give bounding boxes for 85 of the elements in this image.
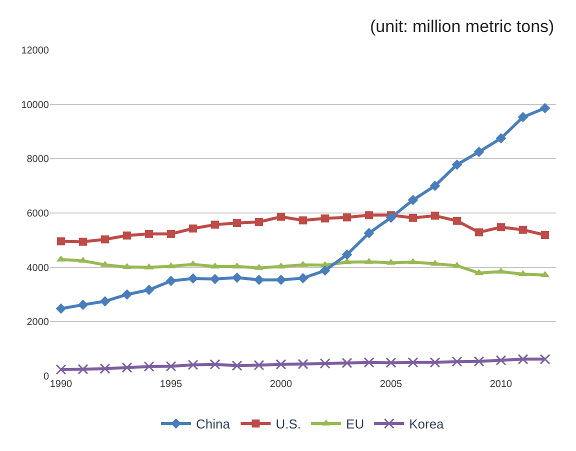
- legend-label: China: [196, 416, 231, 432]
- point: [453, 216, 461, 225]
- point: [210, 359, 220, 370]
- point: [57, 237, 65, 246]
- y-tick-label: 8000: [26, 154, 50, 166]
- point: [232, 272, 242, 283]
- point: [364, 357, 374, 368]
- point: [518, 354, 528, 364]
- point: [101, 235, 109, 244]
- point: [541, 231, 549, 240]
- point: [298, 273, 308, 284]
- y-tick-label: 10000: [21, 100, 50, 111]
- point: [188, 273, 198, 284]
- point: [210, 274, 220, 284]
- y-tick-label: 4000: [26, 262, 50, 274]
- point: [342, 358, 352, 368]
- point: [211, 220, 219, 229]
- point: [123, 232, 131, 240]
- x-tick-label: 1995: [160, 379, 183, 390]
- point: [320, 265, 330, 276]
- text: (unit: million metric tons): [370, 17, 554, 36]
- y-tick-label: 2000: [26, 317, 50, 328]
- point: [475, 228, 483, 236]
- point: [540, 102, 550, 114]
- point: [320, 358, 330, 369]
- y-tick-label: 6000: [26, 208, 50, 220]
- point: [497, 223, 505, 232]
- point: [299, 216, 307, 224]
- y-tick-label: 12000: [21, 46, 50, 56]
- point: [144, 361, 154, 372]
- legend-label: EU: [346, 416, 364, 432]
- point: [343, 213, 351, 222]
- point: [254, 274, 264, 286]
- point: [188, 360, 198, 370]
- point: [408, 194, 418, 206]
- point: [364, 228, 374, 238]
- point: [365, 211, 373, 220]
- point: [79, 238, 87, 246]
- point: [100, 296, 110, 306]
- point: [496, 354, 506, 366]
- point: [518, 112, 528, 122]
- point: [431, 212, 439, 220]
- point: [255, 218, 263, 226]
- legend-label: Korea: [409, 416, 445, 432]
- point: [386, 212, 396, 223]
- x-tick-label: 2005: [380, 379, 403, 390]
- point: [452, 159, 462, 170]
- point: [277, 212, 285, 221]
- point: [519, 226, 527, 234]
- point: [232, 360, 242, 371]
- point: [276, 359, 286, 370]
- point: [342, 249, 352, 260]
- point: [100, 363, 110, 374]
- x-tick-label: 2010: [490, 379, 513, 390]
- point: [122, 289, 132, 300]
- point: [56, 364, 66, 375]
- point: [78, 300, 88, 310]
- point: [254, 360, 264, 370]
- point: [189, 224, 197, 232]
- point: [298, 358, 308, 370]
- point: [321, 214, 329, 222]
- point: [144, 284, 154, 296]
- point: [78, 364, 88, 374]
- point: [540, 354, 550, 364]
- legend-label: U.S.: [276, 416, 302, 432]
- point: [233, 219, 241, 228]
- point: [474, 146, 484, 158]
- point: [166, 276, 176, 286]
- x-tick-label: 1990: [50, 379, 73, 390]
- point: [474, 356, 484, 367]
- point: [430, 357, 440, 368]
- point: [167, 230, 175, 238]
- point: [166, 360, 176, 372]
- point: [386, 357, 396, 368]
- y-tick-label: 0: [43, 372, 50, 382]
- point: [276, 274, 286, 286]
- x-tick-label: 2000: [270, 379, 293, 390]
- point: [452, 356, 462, 367]
- point: [430, 180, 440, 192]
- point: [496, 133, 506, 144]
- point: [122, 362, 132, 373]
- point: [409, 214, 417, 222]
- point: [145, 230, 153, 238]
- point: [408, 357, 418, 368]
- point: [56, 303, 66, 314]
